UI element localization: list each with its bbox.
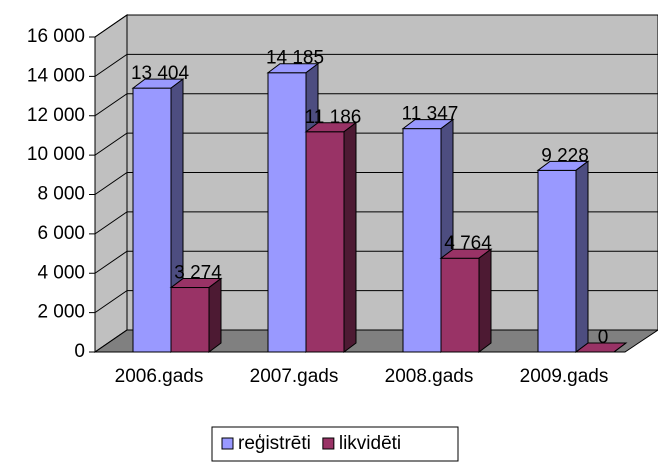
x-tick-label: 2006.gads: [115, 366, 204, 387]
y-tick-label: 10 000: [27, 144, 85, 165]
bar-side: [575, 160, 589, 353]
data-label: 14 185: [266, 48, 324, 69]
bar-front: [305, 131, 345, 353]
bar-side: [613, 342, 627, 353]
grid-line: [94, 172, 658, 195]
bar: [574, 342, 628, 353]
y-tick-label: 16 000: [27, 26, 85, 47]
bar: [304, 121, 358, 353]
data-label: 0: [598, 327, 609, 348]
y-tick-label: 2 000: [37, 302, 85, 323]
data-label: 4 764: [444, 233, 492, 254]
y-tick-label: 0: [74, 341, 85, 362]
grid-line: [94, 211, 658, 235]
y-tick-label: 14 000: [27, 65, 85, 86]
x-tick-label: 2008.gads: [385, 366, 474, 387]
bar-front: [267, 72, 307, 353]
bar-front: [170, 287, 210, 353]
legend-swatch: [322, 437, 335, 450]
legend: reģistrēti likvidēti: [211, 426, 459, 462]
grid-line: [94, 93, 658, 117]
grid-line: [94, 132, 658, 156]
data-label: 11 186: [305, 107, 362, 128]
data-label: 11 347: [402, 104, 459, 125]
legend-box: [211, 426, 459, 462]
legend-label: reģistrēti: [238, 433, 311, 454]
y-tick-label: 6 000: [37, 223, 85, 244]
bar-front: [132, 87, 172, 353]
bar: [169, 277, 223, 353]
bar-front: [440, 257, 480, 353]
bar: [131, 78, 185, 353]
bar: [536, 160, 590, 353]
y-tick-label: 8 000: [37, 184, 85, 205]
data-label: 13 404: [131, 63, 190, 84]
legend-swatch: [221, 437, 234, 450]
x-tick-label: 2009.gads: [520, 366, 609, 387]
bar-front: [402, 128, 442, 353]
bar-side: [343, 121, 357, 353]
grid-line: [94, 14, 658, 38]
legend-label: likvidēti: [339, 433, 401, 454]
bar: [439, 248, 493, 353]
grid-line: [94, 53, 658, 77]
bar-front: [537, 169, 577, 353]
data-label: 3 274: [174, 263, 222, 284]
y-tick-label: 12 000: [27, 105, 85, 126]
data-label: 9 228: [541, 145, 589, 166]
x-tick-label: 2007.gads: [250, 366, 339, 387]
y-tick-label: 4 000: [37, 262, 85, 283]
bar-side: [208, 277, 222, 353]
bar-side: [478, 248, 492, 353]
